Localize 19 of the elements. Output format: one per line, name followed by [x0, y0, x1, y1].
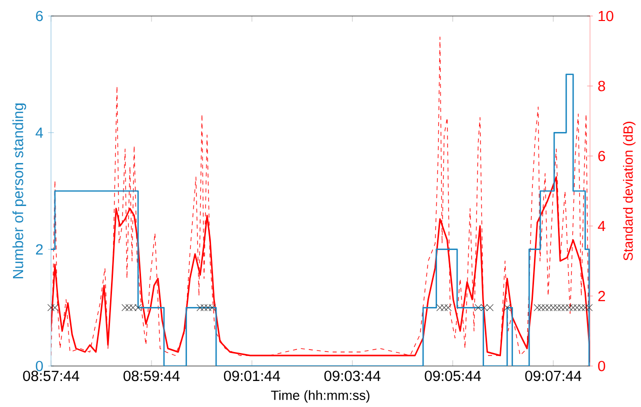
- x-tick-label: 09:05:44: [424, 370, 481, 382]
- x-axis-title: Time (hh:mm:ss): [271, 390, 370, 403]
- x-tick-label: 08:57:44: [23, 370, 80, 382]
- x-tick-label: 09:03:44: [324, 370, 380, 382]
- y-axis-title: Number of person standing: [12, 104, 26, 278]
- y2-tick-label: 6: [598, 150, 606, 162]
- y2-axis-title: Standard deviation (dB): [623, 122, 636, 260]
- y-tick-label: 0: [36, 360, 43, 372]
- y-tick-label: 4: [36, 128, 44, 138]
- y2-tick-label: 4: [598, 220, 606, 232]
- x-tick-label: 08:59:44: [124, 370, 180, 382]
- y2-tick-label: 8: [598, 80, 606, 92]
- y-tick-label: 2: [36, 244, 43, 254]
- x-tick-label: 09:07:44: [525, 370, 582, 382]
- y-tick-label: 6: [36, 10, 43, 22]
- y2-tick-label: 0: [598, 360, 606, 372]
- x-tick-label: 09:01:44: [224, 370, 280, 382]
- y2-tick-label: 2: [598, 290, 605, 302]
- y2-tick-label: 10: [598, 10, 614, 22]
